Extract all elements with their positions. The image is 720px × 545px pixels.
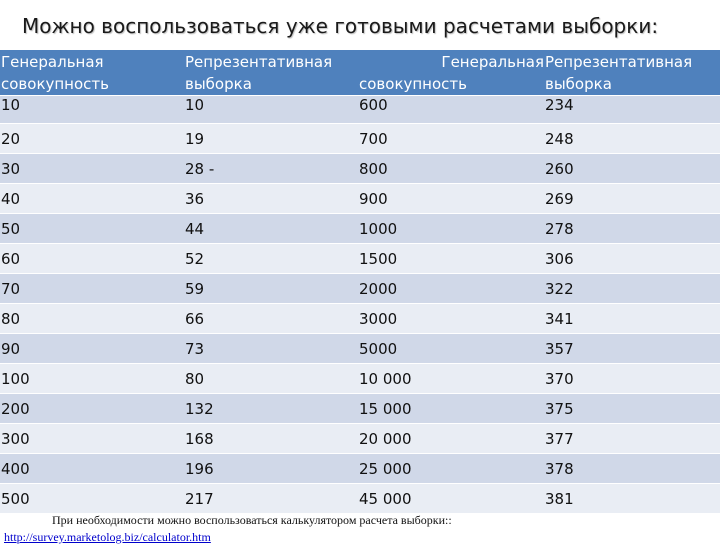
header-sample-left: Репрезентативная выборка bbox=[184, 50, 358, 96]
table-cell: 59 bbox=[184, 273, 358, 304]
table-cell: 100 bbox=[0, 363, 184, 394]
table-cell: 278 bbox=[544, 213, 720, 244]
table-cell: 73 bbox=[184, 333, 358, 364]
table-cell: 168 bbox=[184, 423, 358, 454]
table-cell: 80 bbox=[0, 303, 184, 334]
header-sample-right: Репрезентативная выборка bbox=[544, 50, 720, 96]
table-cell: 66 bbox=[184, 303, 358, 334]
table-cell: 306 bbox=[544, 243, 720, 274]
table-row: 300 168 20 000 377 bbox=[0, 423, 720, 454]
table-row: 500 217 45 000 381 bbox=[0, 483, 720, 514]
table-row: 10 10 600 234 bbox=[0, 95, 720, 124]
table-cell: 60 bbox=[0, 243, 184, 274]
table-cell: 322 bbox=[544, 273, 720, 304]
sample-size-table: Генеральная совокупность Репрезентативна… bbox=[0, 50, 720, 514]
table-cell: 20 000 bbox=[358, 423, 544, 454]
footnote: При необходимости можно воспользоваться … bbox=[52, 513, 452, 527]
header-population-left: Генеральная совокупность bbox=[0, 50, 184, 96]
table-cell: 269 bbox=[544, 183, 720, 214]
table-cell: 375 bbox=[544, 393, 720, 424]
table-row: 200 132 15 000 375 bbox=[0, 393, 720, 424]
table-cell: 3000 bbox=[358, 303, 544, 334]
table-cell: 196 bbox=[184, 453, 358, 484]
table-cell: 5000 bbox=[358, 333, 544, 364]
table-cell: 217 bbox=[184, 483, 358, 514]
table-cell: 200 bbox=[0, 393, 184, 424]
table-cell: 800 bbox=[358, 153, 544, 184]
table-cell: 381 bbox=[544, 483, 720, 514]
table-cell: 234 bbox=[544, 95, 720, 124]
page-title: Можно воспользоваться уже готовыми расче… bbox=[22, 14, 659, 38]
table-cell: 10 bbox=[0, 95, 184, 124]
header-population-right: Генеральная совокупность bbox=[358, 50, 544, 96]
table-cell: 2000 bbox=[358, 273, 544, 304]
table-row: 80 66 3000 341 bbox=[0, 303, 720, 334]
table-cell: 900 bbox=[358, 183, 544, 214]
table-cell: 357 bbox=[544, 333, 720, 364]
table-row: 30 28 -800 260 bbox=[0, 153, 720, 184]
table-row: 50 44 1000 278 bbox=[0, 213, 720, 244]
table-cell: 700 bbox=[358, 123, 544, 154]
table-cell: 1500 bbox=[358, 243, 544, 274]
table-cell: 10 000 bbox=[358, 363, 544, 394]
table-row: 60 52 1500 306 bbox=[0, 243, 720, 274]
table-cell: 70 bbox=[0, 273, 184, 304]
table-cell: 25 000 bbox=[358, 453, 544, 484]
table-cell: 500 bbox=[0, 483, 184, 514]
table-row: 40 36 900 269 bbox=[0, 183, 720, 214]
table-cell: 260 bbox=[544, 153, 720, 184]
table-cell: 45 000 bbox=[358, 483, 544, 514]
table-cell: 28 - bbox=[184, 153, 358, 184]
table-cell: 300 bbox=[0, 423, 184, 454]
table-cell: 132 bbox=[184, 393, 358, 424]
table-cell: 44 bbox=[184, 213, 358, 244]
table-cell: 36 bbox=[184, 183, 358, 214]
table-cell: 378 bbox=[544, 453, 720, 484]
table-row: 70 59 2000 322 bbox=[0, 273, 720, 304]
table-cell: 20 bbox=[0, 123, 184, 154]
table-row: 400 196 25 000 378 bbox=[0, 453, 720, 484]
table-cell: 90 bbox=[0, 333, 184, 364]
table-cell: 377 bbox=[544, 423, 720, 454]
table-cell: 248 bbox=[544, 123, 720, 154]
table-row: 20 19 700 248 bbox=[0, 123, 720, 154]
table-row: 100 80 10 000 370 bbox=[0, 363, 720, 394]
table-cell: 400 bbox=[0, 453, 184, 484]
header-population-right-line1: Генеральная bbox=[441, 53, 544, 71]
table-cell: 341 bbox=[544, 303, 720, 334]
table-cell: 40 bbox=[0, 183, 184, 214]
table-row: 90 73 5000 357 bbox=[0, 333, 720, 364]
table-cell: 1000 bbox=[358, 213, 544, 244]
table-cell: 19 bbox=[184, 123, 358, 154]
table-cell: 50 bbox=[0, 213, 184, 244]
table-cell: 10 bbox=[184, 95, 358, 124]
header-population-right-line2: совокупность bbox=[359, 75, 467, 93]
table-cell: 600 bbox=[358, 95, 544, 124]
table-cell: 30 bbox=[0, 153, 184, 184]
calculator-link[interactable]: http://survey.marketolog.biz/calculator.… bbox=[4, 530, 211, 544]
table-cell: 52 bbox=[184, 243, 358, 274]
table-cell: 80 bbox=[184, 363, 358, 394]
table-cell: 15 000 bbox=[358, 393, 544, 424]
table-cell: 370 bbox=[544, 363, 720, 394]
table-header-row: Генеральная совокупность Репрезентативна… bbox=[0, 50, 720, 96]
